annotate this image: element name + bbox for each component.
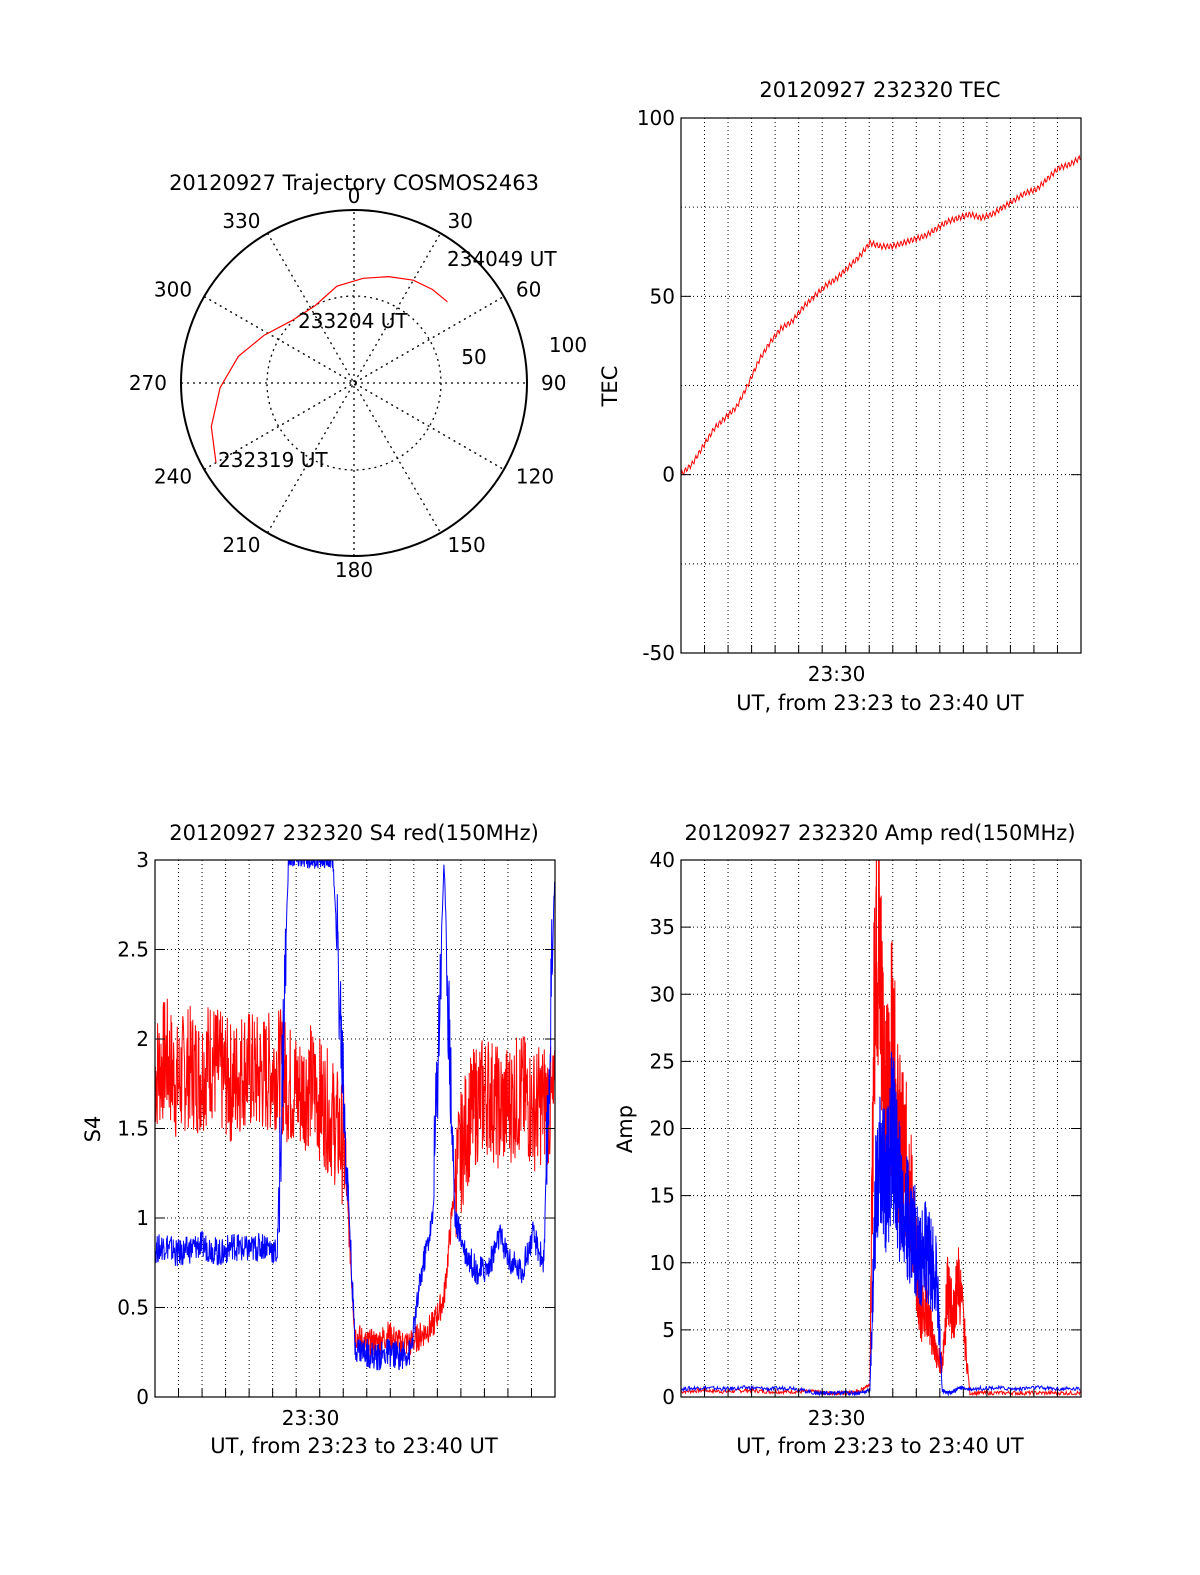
amp-ytick-label: 15 — [650, 1184, 675, 1208]
polar-spoke — [266, 232, 442, 534]
tec-xtick-label: 23:30 — [808, 662, 866, 686]
amp-series-blue — [681, 1051, 1081, 1397]
amp-ytick-label: 40 — [650, 848, 675, 872]
amp-series-red — [681, 860, 1081, 1397]
polar-azimuth-label: 60 — [516, 278, 541, 302]
polar-azimuth-label: 90 — [541, 371, 566, 395]
s4-ytick-label: 2.5 — [117, 938, 149, 962]
trajectory-start-label: 232319 UT — [218, 448, 328, 472]
s4-ytick-label: 1 — [136, 1206, 149, 1230]
polar-radial-label-50: 50 — [461, 345, 486, 369]
amp-ytick-label: 10 — [650, 1251, 675, 1275]
s4-series-red — [155, 998, 555, 1358]
polar-azimuth-label: 300 — [154, 278, 192, 302]
polar-radial-label-100: 100 — [549, 333, 587, 357]
polar-spoke — [266, 232, 442, 534]
trajectory-end-label: 234049 UT — [447, 247, 557, 271]
polar-azimuth-label: 180 — [335, 558, 373, 582]
polar-spoke — [203, 295, 505, 471]
amp-ytick-label: 35 — [650, 915, 675, 939]
tec-ytick-label: 0 — [662, 463, 675, 487]
tec-ytick-label: -50 — [642, 641, 675, 665]
s4-title: 20120927 232320 S4 red(150MHz) — [169, 821, 539, 845]
trajectory-polar-plot: 20120927 Trajectory COSMOS2463 0 30 60 90 12… — [129, 171, 587, 582]
s4-ylabel: S4 — [81, 1116, 105, 1143]
polar-azimuth-label: 150 — [448, 533, 486, 557]
amp-xlabel: UT, from 23:23 to 23:40 UT — [736, 1434, 1024, 1458]
amp-ytick-label: 25 — [650, 1049, 675, 1073]
tec-series-red — [681, 154, 1081, 476]
amp-ylabel: Amp — [613, 1105, 637, 1153]
s4-ytick-label: 1.5 — [117, 1117, 149, 1141]
polar-azimuth-label: 30 — [448, 209, 473, 233]
tec-ylabel: TEC — [598, 366, 622, 408]
polar-azimuth-label: 210 — [222, 533, 260, 557]
trajectory-mid-label: 233204 UT — [298, 309, 408, 333]
s4-xlabel: UT, from 23:23 to 23:40 UT — [210, 1434, 498, 1458]
tec-ytick-label: 100 — [637, 106, 675, 130]
polar-azimuth-label: 330 — [222, 209, 260, 233]
s4-chart: 20120927 232320 S4 red(150MHz) UT, from … — [81, 821, 556, 1458]
tec-axes-frame — [680, 117, 1082, 654]
polar-azimuth-label: 270 — [129, 371, 167, 395]
polar-spoke — [203, 295, 505, 471]
amp-series-group — [681, 860, 1081, 1397]
amp-ytick-label: 0 — [662, 1385, 675, 1409]
trajectory-title: 20120927 Trajectory COSMOS2463 — [169, 171, 539, 195]
amp-xtick-label: 23:30 — [808, 1406, 866, 1430]
polar-azimuth-label: 120 — [516, 465, 554, 489]
s4-series-blue — [155, 860, 555, 1371]
trajectory-track — [210, 275, 448, 463]
s4-ytick-label: 2 — [136, 1027, 149, 1051]
tec-series-group — [681, 154, 1081, 476]
amp-ytick-label: 5 — [662, 1318, 675, 1342]
s4-grid — [155, 860, 555, 1397]
amp-ytick-label: 20 — [650, 1117, 675, 1141]
amp-ytick-label: 30 — [650, 982, 675, 1006]
tec-ytick-label: 50 — [650, 284, 675, 308]
polar-azimuth-labels: 0 30 60 90 120 150 180 210 240 270 300 330 — [129, 184, 567, 582]
s4-ytick-label: 0.5 — [117, 1296, 149, 1320]
s4-ytick-label: 0 — [136, 1385, 149, 1409]
tec-xlabel: UT, from 23:23 to 23:40 UT — [736, 691, 1024, 715]
s4-ytick-label: 3 — [136, 848, 149, 872]
polar-spokes — [181, 210, 527, 556]
s4-series-group — [155, 860, 555, 1371]
amp-chart: 20120927 232320 Amp red(150MHz) UT, from… — [613, 821, 1082, 1458]
tec-grid — [681, 118, 1081, 653]
polar-azimuth-label: 240 — [154, 465, 192, 489]
tec-title: 20120927 232320 TEC — [759, 78, 1000, 102]
amp-title: 20120927 232320 Amp red(150MHz) — [684, 821, 1075, 845]
tec-chart: 20120927 232320 TEC UT, from 23:23 to 23… — [598, 78, 1082, 715]
polar-azimuth-label: 0 — [348, 184, 361, 208]
s4-xtick-label: 23:30 — [282, 1406, 340, 1430]
